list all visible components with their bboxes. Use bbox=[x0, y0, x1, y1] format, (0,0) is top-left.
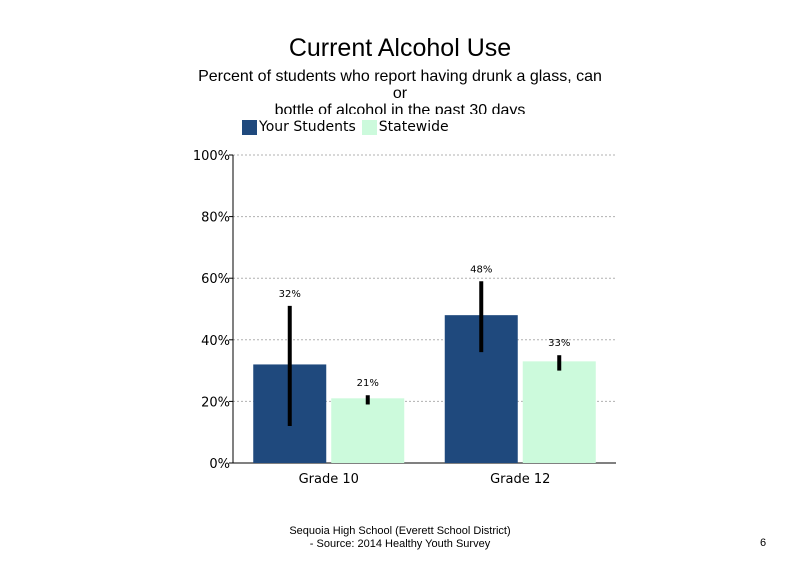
y-tick-label-0: 0% bbox=[209, 457, 230, 472]
legend-swatch-statewide bbox=[361, 119, 377, 135]
legend-item-statewide: Statewide bbox=[361, 119, 449, 135]
chart-title: Current Alcohol Use bbox=[288, 34, 512, 62]
bar-statewide-0 bbox=[331, 398, 405, 463]
y-tick-label-60: 60% bbox=[201, 272, 230, 287]
legend-item-your-students: Your Students bbox=[242, 119, 356, 135]
subtitle-line-2: or bbox=[392, 85, 408, 102]
legend-swatch-your-students bbox=[242, 119, 257, 135]
chart-legend: Your Students Statewide bbox=[242, 118, 455, 136]
legend-label-your-students: Your Students bbox=[259, 119, 356, 135]
x-tick-label-0: Grade 10 bbox=[299, 472, 359, 487]
chart-subtitle: Percent of students who report having dr… bbox=[175, 68, 625, 114]
bar-statewide-1 bbox=[522, 361, 596, 463]
data-label-statewide-1: 33% bbox=[548, 338, 570, 349]
data-label-statewide-0: 21% bbox=[357, 378, 379, 389]
x-tick-label-1: Grade 12 bbox=[490, 472, 550, 487]
y-tick-label-80: 80% bbox=[201, 211, 230, 226]
data-label-your-students-0: 32% bbox=[279, 289, 301, 300]
subtitle-line-3: bottle of alcohol in the past 30 days bbox=[274, 102, 526, 114]
footer-source: - Source: 2014 Healthy Youth Survey bbox=[309, 538, 491, 550]
y-tick-label-20: 20% bbox=[201, 395, 230, 410]
footer: Sequoia High School (Everett School Dist… bbox=[0, 525, 800, 551]
footer-school: Sequoia High School (Everett School Dist… bbox=[289, 525, 511, 537]
y-tick-label-100: 100% bbox=[193, 149, 230, 164]
page-number: 6 bbox=[760, 537, 767, 549]
data-label-your-students-1: 48% bbox=[470, 264, 492, 275]
legend-label-statewide: Statewide bbox=[378, 119, 449, 135]
y-tick-label-40: 40% bbox=[201, 334, 230, 349]
subtitle-line-1: Percent of students who report having dr… bbox=[198, 68, 602, 85]
